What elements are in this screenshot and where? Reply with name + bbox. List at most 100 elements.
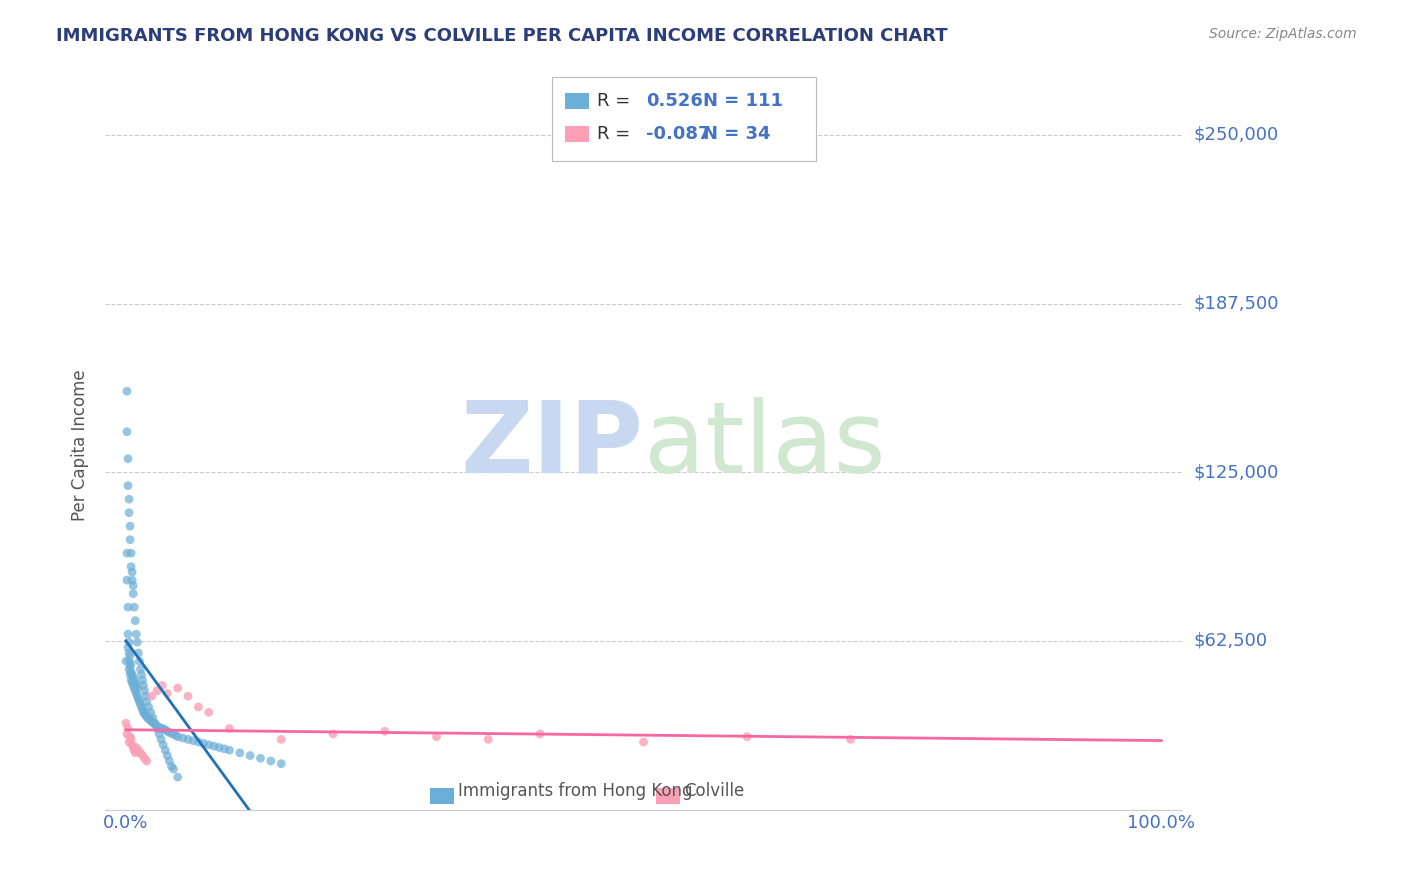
Point: [142, 711, 165, 725]
Point: [118, 662, 141, 676]
Point: [139, 714, 162, 728]
Point: [146, 683, 169, 698]
Point: [131, 667, 153, 681]
Text: $250,000: $250,000: [1194, 126, 1278, 144]
Point: [124, 614, 146, 628]
Point: [120, 730, 142, 744]
Point: [118, 646, 141, 660]
Point: [135, 708, 157, 723]
Point: [143, 717, 166, 731]
Point: [117, 600, 139, 615]
Point: [115, 384, 138, 399]
Point: [122, 673, 145, 687]
Point: [146, 722, 169, 736]
Point: [122, 670, 145, 684]
Point: [143, 716, 166, 731]
Point: [122, 578, 145, 592]
Point: [120, 657, 142, 671]
Point: [181, 733, 204, 747]
Point: [156, 686, 179, 700]
Point: [120, 673, 142, 687]
Point: [117, 627, 139, 641]
Point: [155, 723, 177, 737]
FancyBboxPatch shape: [565, 94, 589, 110]
Point: [122, 678, 145, 692]
Point: [135, 695, 157, 709]
Point: [129, 662, 152, 676]
Point: [129, 698, 152, 712]
Point: [135, 754, 157, 768]
Point: [139, 706, 162, 720]
Point: [118, 506, 141, 520]
Point: [120, 665, 142, 679]
FancyBboxPatch shape: [553, 78, 815, 161]
FancyBboxPatch shape: [657, 788, 681, 804]
FancyBboxPatch shape: [565, 126, 589, 142]
Point: [208, 740, 231, 755]
Point: [157, 754, 180, 768]
Point: [218, 743, 240, 757]
Point: [166, 770, 188, 784]
Point: [160, 759, 183, 773]
Point: [121, 573, 143, 587]
Point: [132, 706, 155, 720]
Point: [121, 565, 143, 579]
FancyBboxPatch shape: [430, 788, 454, 804]
Point: [125, 627, 148, 641]
Point: [128, 654, 150, 668]
Point: [142, 716, 165, 731]
Point: [115, 654, 138, 668]
Text: 0.526: 0.526: [645, 92, 703, 111]
Point: [135, 709, 157, 723]
Point: [214, 741, 236, 756]
Point: [117, 640, 139, 655]
Point: [529, 727, 551, 741]
Point: [118, 635, 141, 649]
Point: [148, 727, 170, 741]
Point: [633, 735, 655, 749]
Text: $125,000: $125,000: [1194, 463, 1278, 481]
Point: [150, 678, 173, 692]
Point: [125, 686, 148, 700]
Point: [121, 667, 143, 681]
Point: [162, 727, 184, 741]
Text: $187,500: $187,500: [1194, 294, 1278, 312]
Point: [134, 751, 156, 765]
Point: [118, 492, 141, 507]
Point: [193, 736, 215, 750]
Point: [127, 681, 149, 695]
Point: [229, 746, 252, 760]
Point: [120, 659, 142, 673]
Point: [115, 573, 138, 587]
Text: ZIP: ZIP: [461, 397, 644, 493]
Point: [115, 727, 138, 741]
Point: [157, 725, 180, 739]
Point: [134, 706, 156, 721]
Point: [132, 678, 155, 692]
Point: [187, 735, 209, 749]
Point: [121, 675, 143, 690]
Text: -0.087: -0.087: [645, 125, 710, 143]
Text: $62,500: $62,500: [1194, 632, 1267, 650]
Point: [425, 730, 447, 744]
Point: [202, 739, 225, 753]
Point: [152, 722, 174, 736]
Point: [197, 706, 219, 720]
Text: N = 111: N = 111: [703, 92, 783, 111]
Point: [122, 600, 145, 615]
Point: [127, 646, 149, 660]
Point: [115, 716, 138, 731]
Point: [152, 738, 174, 752]
Point: [122, 681, 145, 695]
Point: [477, 732, 499, 747]
Point: [270, 756, 292, 771]
Point: [374, 724, 396, 739]
Point: [839, 732, 862, 747]
Point: [120, 559, 142, 574]
Point: [117, 478, 139, 492]
Point: [197, 738, 219, 752]
Point: [115, 425, 138, 439]
Point: [735, 730, 758, 744]
Point: [120, 648, 142, 663]
Point: [166, 681, 188, 695]
